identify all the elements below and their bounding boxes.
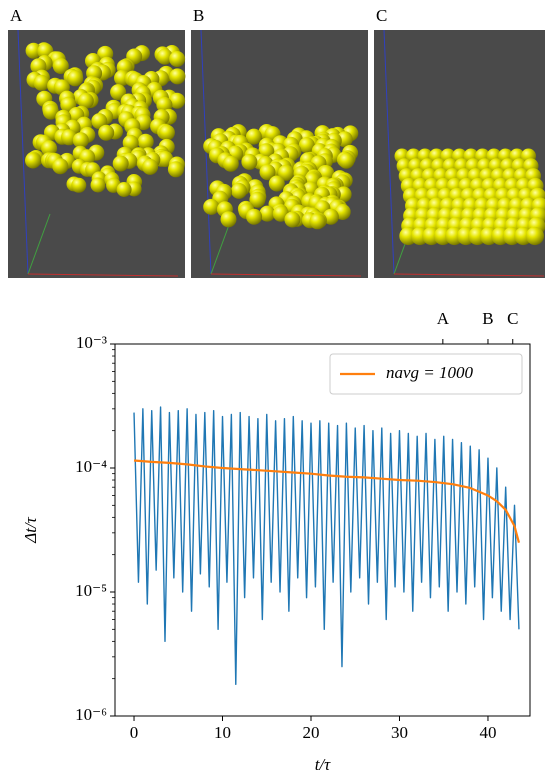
legend-label: navg = 1000 (386, 363, 474, 382)
panel-label: A (10, 6, 23, 25)
sphere (112, 155, 129, 172)
sphere (25, 42, 42, 59)
sphere (72, 132, 89, 149)
y-tick-label: 10⁻⁵ (75, 581, 107, 600)
sphere (278, 164, 294, 181)
sphere (169, 68, 186, 85)
sphere (309, 213, 326, 230)
sphere (246, 208, 263, 225)
render-axis-y (27, 213, 51, 275)
sphere (137, 133, 154, 150)
y-tick-label: 10⁻⁴ (75, 457, 107, 476)
sphere (525, 226, 545, 246)
sphere (203, 198, 220, 215)
sphere (245, 128, 262, 145)
sphere (110, 84, 127, 101)
sphere (259, 205, 276, 222)
series-line (133, 459, 521, 543)
render-axis-z (17, 29, 29, 275)
sphere (52, 158, 69, 175)
sphere (322, 208, 339, 225)
sphere (259, 164, 276, 181)
sphere (158, 124, 175, 141)
panel-label: B (193, 6, 204, 25)
sphere (90, 177, 106, 193)
sphere (220, 211, 237, 228)
sphere (338, 152, 355, 169)
y-axis-label: Δt/τ (21, 516, 40, 543)
render-axis-x (210, 273, 362, 277)
panel-label: C (376, 6, 387, 25)
sphere (241, 153, 258, 170)
sphere (284, 211, 301, 228)
sphere (116, 182, 132, 197)
render-axis-z (383, 29, 395, 275)
x-axis-label: t/τ (315, 755, 331, 774)
x2-tick-label: C (507, 309, 518, 328)
plot-frame (114, 343, 531, 717)
sphere (25, 152, 41, 169)
x-tick-label: 0 (130, 723, 139, 742)
sphere (122, 134, 139, 151)
sphere (52, 58, 69, 74)
sphere (77, 92, 94, 109)
sphere (249, 191, 266, 208)
sphere (268, 175, 285, 192)
sphere (169, 51, 186, 67)
sphere (156, 48, 173, 65)
render-axis-x (27, 273, 179, 277)
sphere (67, 70, 84, 87)
series-line (133, 406, 520, 686)
sphere (231, 182, 247, 199)
sphere (98, 124, 115, 141)
x-tick-label: 10 (214, 723, 231, 742)
sphere (33, 74, 50, 91)
sphere (156, 96, 173, 113)
legend-box (329, 353, 523, 395)
sphere (142, 158, 159, 175)
x-tick-label: 40 (479, 723, 496, 742)
y-tick-label: 10⁻⁶ (75, 705, 107, 724)
sphere (42, 103, 59, 120)
sphere (298, 137, 315, 154)
render-axis-x (393, 273, 545, 277)
sphere (71, 177, 87, 193)
x2-tick-label: A (437, 309, 450, 328)
sphere (167, 161, 184, 178)
sphere (169, 92, 186, 109)
x-tick-label: 30 (391, 723, 408, 742)
x2-tick-label: B (482, 309, 493, 328)
y-tick-label: 10⁻³ (76, 333, 107, 352)
sphere (41, 140, 58, 157)
x-tick-label: 20 (302, 723, 319, 742)
sphere (222, 155, 239, 172)
sphere (91, 113, 108, 130)
